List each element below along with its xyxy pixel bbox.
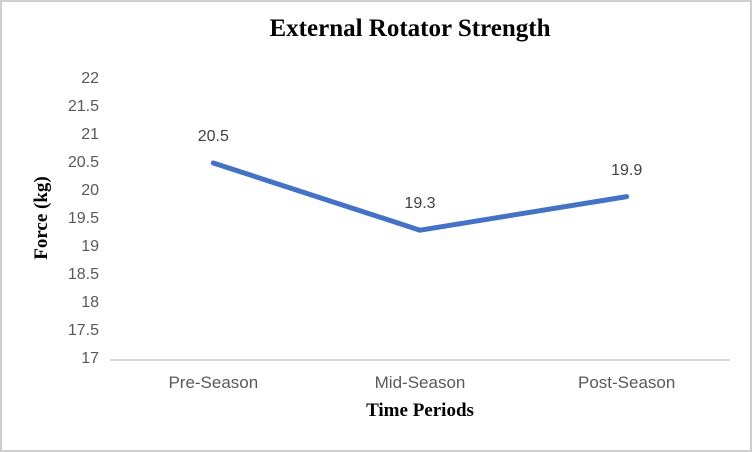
y-tick-label: 21.5 [67,98,99,115]
plot-area [110,79,730,361]
y-tick-label: 17 [81,350,99,367]
line-series-svg [210,160,630,233]
x-axis-title: Time Periods [366,400,474,421]
y-axis-title: Force (kg) [31,176,52,260]
x-tick-label: Mid-Season [374,373,466,392]
y-tick-label: 20.5 [67,154,99,171]
x-tick-label: Post-Season [577,373,676,392]
series-line [210,160,630,233]
y-tick-label: 17.5 [67,322,99,339]
y-tick-label: 21 [81,126,99,143]
chart-title: External Rotator Strength [269,15,551,42]
x-tick-label: Pre-Season [168,373,259,392]
y-tick-label: 18 [81,294,99,311]
y-tick-label: 22 [81,70,99,87]
y-tick-label: 18.5 [67,266,99,283]
